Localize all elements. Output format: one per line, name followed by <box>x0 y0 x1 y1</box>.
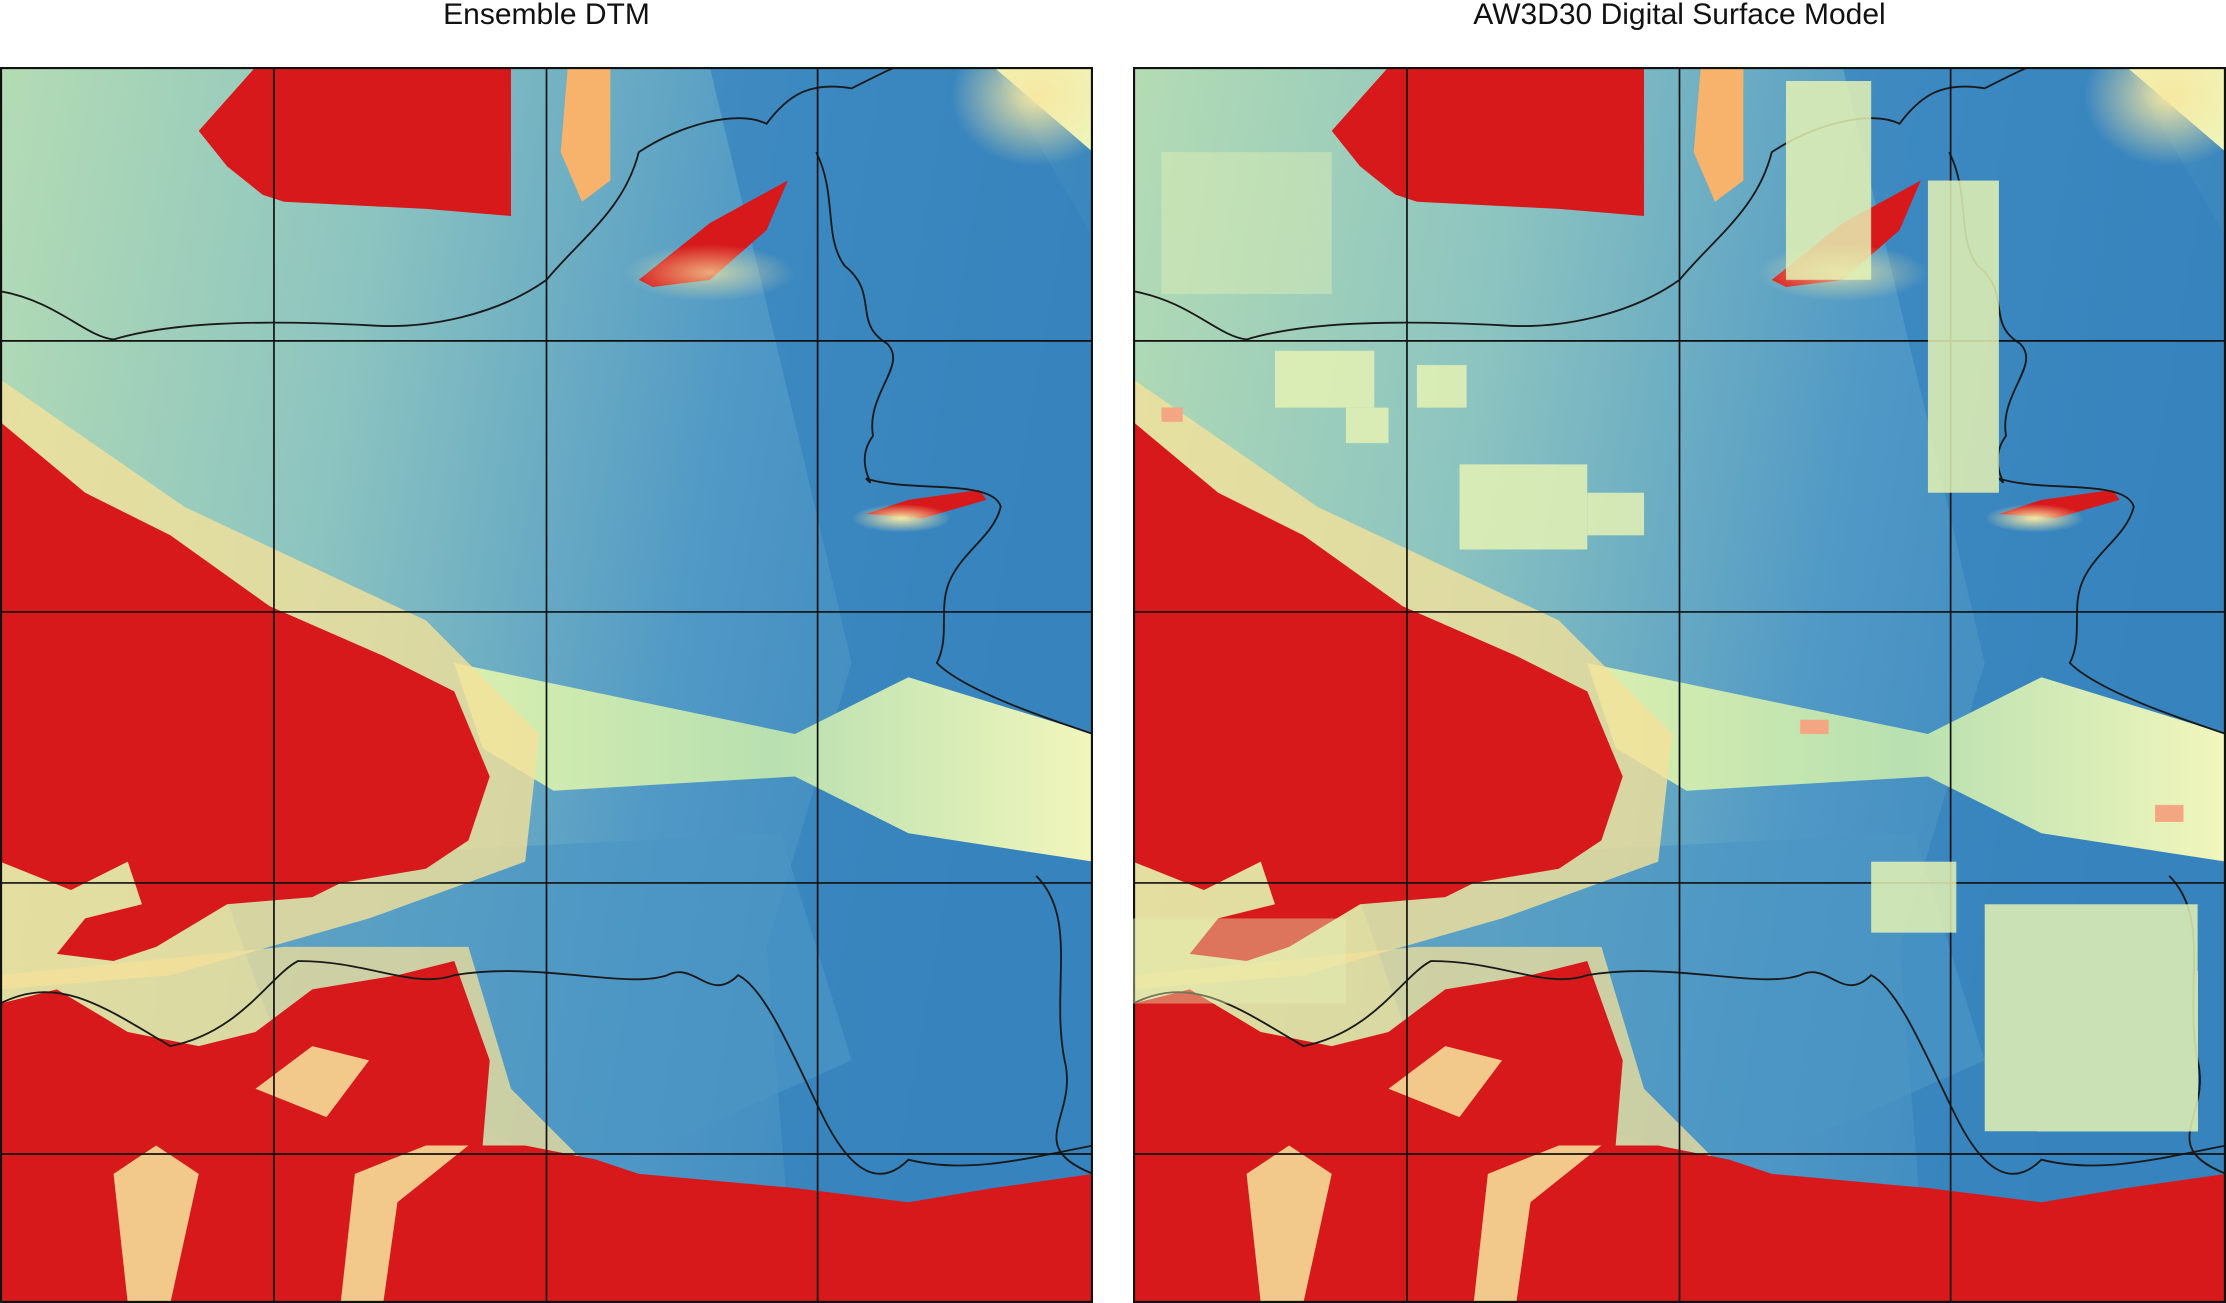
terrain <box>0 67 1093 1303</box>
hot-spots <box>1161 407 2184 822</box>
panel-title: Ensemble DTM <box>443 0 650 31</box>
built-up-patches <box>1133 81 2198 1132</box>
panel-title: AW3D30 Digital Surface Model <box>1473 0 1886 31</box>
dtm-map <box>0 67 1093 1303</box>
dsm-map <box>1133 67 2226 1303</box>
